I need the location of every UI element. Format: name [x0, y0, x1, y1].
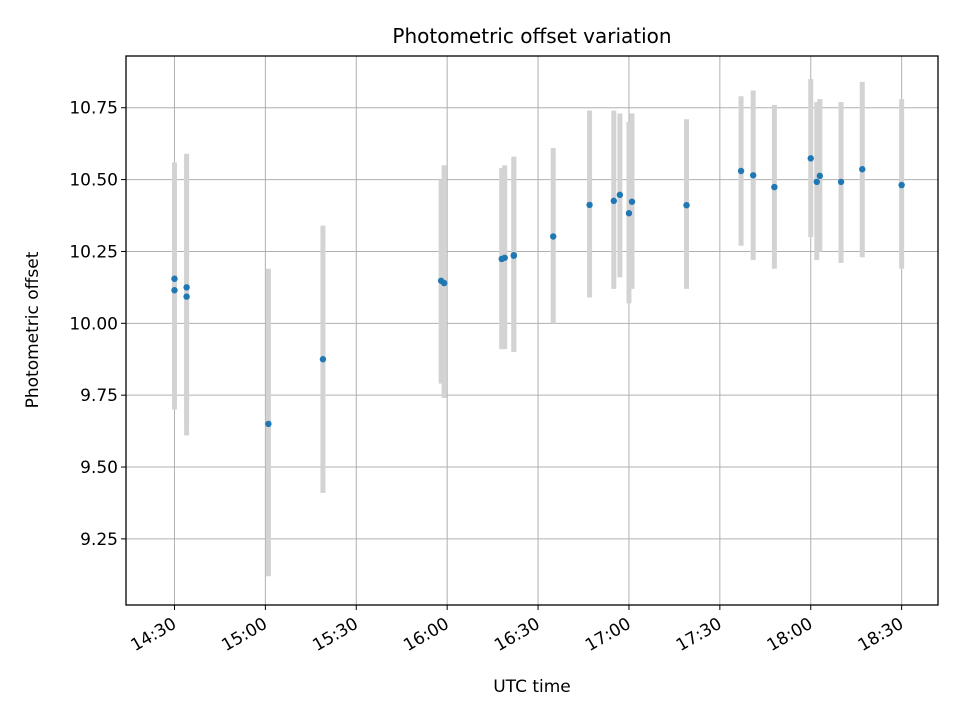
chart-title: Photometric offset variation [392, 24, 671, 48]
y-tick-label: 10.25 [69, 242, 118, 262]
y-tick-label: 10.75 [69, 99, 118, 119]
data-point [171, 287, 178, 294]
data-point [771, 183, 778, 191]
data-point [898, 181, 905, 189]
data-point [749, 172, 757, 179]
data-point [616, 191, 624, 199]
y-tick-label: 9.75 [80, 386, 118, 406]
data-point [859, 166, 866, 173]
data-points [171, 155, 905, 428]
y-axis-ticks: 9.25 9.50 9.75 10.00 10.25 10.50 10.75 [69, 99, 126, 550]
y-tick-label: 9.50 [80, 458, 118, 478]
data-point [816, 172, 824, 180]
data-point [440, 279, 448, 287]
y-tick-label: 9.25 [80, 530, 118, 550]
data-point [625, 210, 633, 217]
plot-area-frame [125, 55, 939, 606]
data-point [183, 284, 190, 291]
data-point [550, 233, 557, 240]
data-point [837, 178, 845, 186]
data-point [265, 420, 272, 428]
data-point [501, 254, 508, 261]
data-point [807, 155, 814, 162]
data-point [683, 201, 690, 209]
data-point [510, 251, 518, 259]
data-point [610, 197, 618, 205]
data-point [171, 275, 178, 282]
data-point [628, 198, 636, 205]
y-tick-label: 10.50 [69, 171, 118, 191]
data-point [319, 356, 327, 363]
y-axis-label: Photometric offset [23, 251, 43, 408]
data-point [586, 201, 593, 209]
data-point [813, 178, 821, 186]
x-axis-label: UTC time [493, 677, 571, 697]
data-point [183, 293, 190, 300]
y-tick-label: 10.00 [69, 314, 118, 334]
data-point [737, 167, 745, 175]
